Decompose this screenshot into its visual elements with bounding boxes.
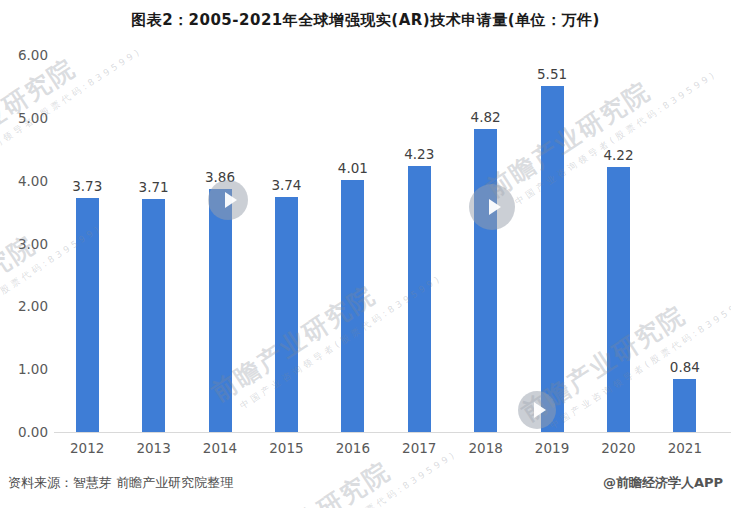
bar (607, 167, 630, 432)
y-tick-label: 6.00 (2, 46, 48, 64)
bar-value-label: 3.71 (139, 179, 169, 195)
x-tick-label: 2016 (320, 440, 386, 456)
x-axis-line (54, 432, 731, 433)
y-tick-label: 1.00 (2, 360, 48, 378)
bar-group: 3.73 (54, 55, 120, 432)
bar-group: 3.71 (120, 55, 186, 432)
bar-group: 0.84 (652, 55, 718, 432)
y-tick-label: 3.00 (2, 235, 48, 253)
bar (76, 198, 99, 432)
bar-group: 5.51 (519, 55, 585, 432)
bar-series: 3.73 3.71 3.86 3.74 4.01 4.23 4.82 5.51 4.22 0.84 (54, 55, 718, 432)
x-tick-label: 2013 (120, 440, 186, 456)
y-tick-label: 2.00 (2, 297, 48, 315)
bar (209, 189, 232, 432)
bar-value-label: 5.51 (537, 66, 567, 82)
bar-value-label: 3.73 (72, 178, 102, 194)
y-tick-label: 4.00 (2, 172, 48, 190)
bar-value-label: 4.22 (603, 147, 633, 163)
x-tick-label: 2014 (187, 440, 253, 456)
bar-value-label: 4.01 (338, 160, 368, 176)
credit-note: @前瞻经济学人APP (603, 474, 723, 492)
bar-group: 4.82 (452, 55, 518, 432)
x-tick-label: 2012 (54, 440, 120, 456)
bar (408, 166, 431, 432)
bar (474, 129, 497, 432)
plot-area: 6.005.004.003.002.001.000.00 3.733.713.8… (0, 55, 731, 432)
y-tick-label: 5.00 (2, 109, 48, 127)
bar-value-label: 4.23 (404, 146, 434, 162)
source-note: 资料来源：智慧芽 前瞻产业研究院整理 (8, 474, 233, 492)
bar (142, 199, 165, 432)
bar (673, 379, 696, 432)
bar-group: 3.86 (187, 55, 253, 432)
bar-value-label: 3.86 (205, 169, 235, 185)
bar-value-label: 4.82 (471, 109, 501, 125)
bar-group: 4.01 (320, 55, 386, 432)
x-tick-label: 2019 (519, 440, 585, 456)
y-tick-label: 0.00 (2, 423, 48, 441)
bar-group: 4.23 (386, 55, 452, 432)
x-tick-label: 2020 (585, 440, 651, 456)
bar-value-label: 0.84 (670, 359, 700, 375)
x-tick-label: 2015 (253, 440, 319, 456)
chart-canvas: 图表2：2005-2021年全球增强现实(AR)技术申请量(单位：万件) 6.0… (0, 0, 731, 508)
x-tick-label: 2018 (452, 440, 518, 456)
bar (341, 180, 364, 432)
x-axis-tick-labels: 2012201320142015201620172018201920202021 (54, 440, 718, 456)
footer: 资料来源：智慧芽 前瞻产业研究院整理 @前瞻经济学人APP (8, 474, 723, 492)
bar-value-label: 3.74 (271, 177, 301, 193)
bar-group: 3.74 (253, 55, 319, 432)
bar (275, 197, 298, 432)
x-tick-label: 2021 (652, 440, 718, 456)
bar-group: 4.22 (585, 55, 651, 432)
chart-title: 图表2：2005-2021年全球增强现实(AR)技术申请量(单位：万件) (0, 11, 731, 30)
bar (541, 86, 564, 432)
x-tick-label: 2017 (386, 440, 452, 456)
